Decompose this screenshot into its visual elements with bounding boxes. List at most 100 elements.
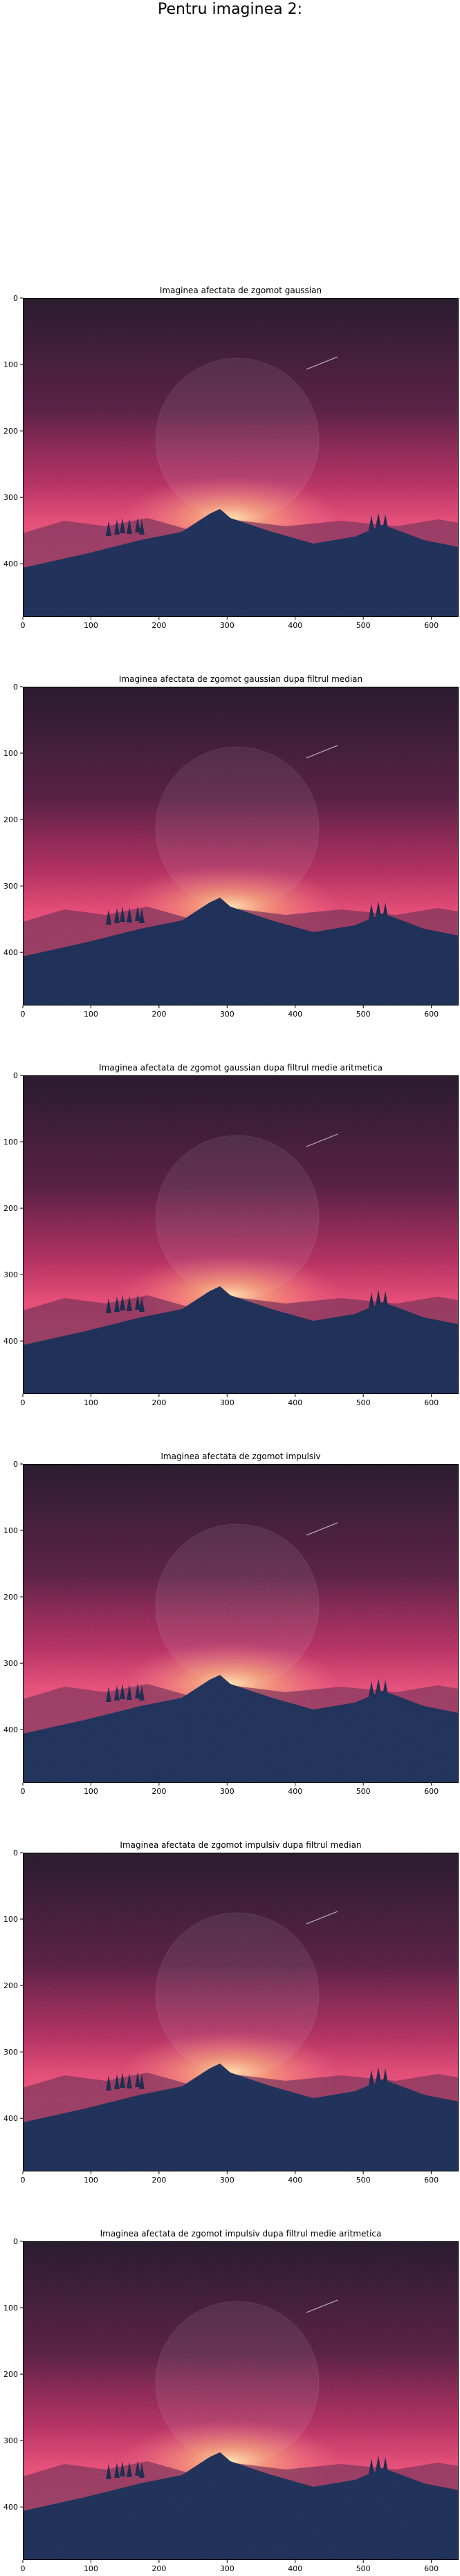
x-tick-label: 0 xyxy=(21,1398,26,1407)
y-tick-label: 300 xyxy=(3,493,18,502)
x-tick-label: 400 xyxy=(288,1398,302,1407)
image-svg: 0 100 200 300 400 500 600 0 100 200 300 400 xyxy=(3,1460,459,1796)
image-content xyxy=(23,298,459,617)
x-tick-label: 300 xyxy=(220,621,234,630)
x-tick-label: 300 xyxy=(220,1787,234,1796)
x-tick-label: 100 xyxy=(84,1398,98,1407)
x-tick-label: 600 xyxy=(424,1787,439,1796)
panel-title: Imaginea afectata de zgomot gaussian dup… xyxy=(99,1063,383,1073)
x-tick-label: 100 xyxy=(84,1010,98,1019)
y-tick-label: 0 xyxy=(13,2237,18,2246)
x-tick-label: 0 xyxy=(21,2564,26,2573)
figure-suptitle: Pentru imaginea 2: xyxy=(157,1,303,18)
image-svg: 0 100 200 300 400 500 600 0 100 200 300 400 xyxy=(3,683,459,1019)
image-content xyxy=(23,687,459,1006)
x-tick-label: 400 xyxy=(288,621,302,630)
x-tick-label: 500 xyxy=(356,2564,371,2573)
y-tick-label: 200 xyxy=(3,2370,18,2379)
x-tick-label: 400 xyxy=(288,2176,302,2185)
image-svg: 0 100 200 300 400 500 600 0 100 200 300 400 xyxy=(3,294,459,630)
x-tick-label: 300 xyxy=(220,1010,234,1019)
x-tick-label: 300 xyxy=(220,2176,234,2185)
y-tick-label: 400 xyxy=(3,2503,18,2512)
x-tick-label: 100 xyxy=(84,2564,98,2573)
x-tick-label: 200 xyxy=(151,2176,166,2185)
y-tick-label: 400 xyxy=(3,948,18,957)
panel-title: Imaginea afectata de zgomot gaussian xyxy=(159,286,322,295)
y-tick-label: 200 xyxy=(3,1593,18,1602)
image-axes: 0 100 200 300 400 500 600 0 100 200 300 400 xyxy=(3,1848,459,2185)
axes-frame xyxy=(23,687,459,1006)
y-tick-label: 100 xyxy=(3,1526,18,1535)
x-tick-label: 600 xyxy=(424,621,439,630)
y-tick-label: 100 xyxy=(3,2304,18,2313)
x-tick-label: 600 xyxy=(424,1010,439,1019)
x-tick-label: 200 xyxy=(151,621,166,630)
y-tick-label: 100 xyxy=(3,360,18,369)
y-tick-label: 0 xyxy=(13,1460,18,1469)
x-tick-label: 100 xyxy=(84,2176,98,2185)
image-svg: 0 100 200 300 400 500 600 0 100 200 300 400 xyxy=(3,2237,459,2573)
x-tick-label: 400 xyxy=(288,1787,302,1796)
y-tick-label: 400 xyxy=(3,2114,18,2123)
image-content xyxy=(23,2241,459,2560)
x-tick-label: 600 xyxy=(424,2176,439,2185)
axes-frame xyxy=(23,1853,459,2171)
axes-frame xyxy=(23,2241,459,2560)
x-tick-label: 0 xyxy=(21,621,26,630)
y-tick-label: 100 xyxy=(3,1138,18,1147)
y-tick-label: 100 xyxy=(3,749,18,758)
image-content xyxy=(23,1464,459,1783)
y-tick-label: 400 xyxy=(3,1725,18,1734)
y-tick-label: 200 xyxy=(3,427,18,436)
axes-frame xyxy=(23,1464,459,1783)
x-tick-label: 500 xyxy=(356,621,371,630)
y-tick-label: 200 xyxy=(3,815,18,824)
y-tick-label: 400 xyxy=(3,1337,18,1346)
x-tick-label: 500 xyxy=(356,2176,371,2185)
x-tick-label: 100 xyxy=(84,621,98,630)
y-tick-label: 200 xyxy=(3,1204,18,1213)
x-tick-label: 500 xyxy=(356,1010,371,1019)
x-tick-label: 500 xyxy=(356,1787,371,1796)
image-content xyxy=(23,1075,459,1394)
y-tick-label: 300 xyxy=(3,1270,18,1279)
x-tick-label: 200 xyxy=(151,1010,166,1019)
axes-frame xyxy=(23,1075,459,1394)
y-tick-label: 0 xyxy=(13,1071,18,1080)
x-tick-label: 200 xyxy=(151,1787,166,1796)
image-axes: 0 100 200 300 400 500 600 0 100 200 300 400 xyxy=(3,683,459,1019)
y-tick-label: 400 xyxy=(3,559,18,568)
y-tick-label: 300 xyxy=(3,1659,18,1668)
x-tick-label: 400 xyxy=(288,2564,302,2573)
panel-title: Imaginea afectata de zgomot gaussian dup… xyxy=(118,674,363,684)
panel-title: Imaginea afectata de zgomot impulsiv dup… xyxy=(120,1840,362,1850)
y-tick-label: 200 xyxy=(3,1981,18,1990)
panel-title: Imaginea afectata de zgomot impulsiv dup… xyxy=(100,2229,382,2239)
image-axes: 0 100 200 300 400 500 600 0 100 200 300 400 xyxy=(3,1071,459,1407)
x-tick-label: 0 xyxy=(21,1010,26,1019)
x-tick-label: 100 xyxy=(84,1787,98,1796)
x-tick-label: 0 xyxy=(21,2176,26,2185)
image-axes: 0 100 200 300 400 500 600 0 100 200 300 400 xyxy=(3,1460,459,1796)
x-tick-label: 600 xyxy=(424,1398,439,1407)
panel-title: Imaginea afectata de zgomot impulsiv xyxy=(160,1452,321,1461)
y-tick-label: 0 xyxy=(13,1848,18,1857)
y-tick-label: 0 xyxy=(13,683,18,692)
image-content xyxy=(23,1853,459,2171)
image-axes: 0 100 200 300 400 500 600 0 100 200 300 400 xyxy=(3,294,459,630)
y-tick-label: 0 xyxy=(13,294,18,303)
y-tick-label: 300 xyxy=(3,882,18,891)
image-axes: 0 100 200 300 400 500 600 0 100 200 300 400 xyxy=(3,2237,459,2573)
x-tick-label: 200 xyxy=(151,2564,166,2573)
y-tick-label: 300 xyxy=(3,2048,18,2057)
image-svg: 0 100 200 300 400 500 600 0 100 200 300 400 xyxy=(3,1071,459,1407)
x-tick-label: 400 xyxy=(288,1010,302,1019)
x-tick-label: 600 xyxy=(424,2564,439,2573)
image-svg: 0 100 200 300 400 500 600 0 100 200 300 400 xyxy=(3,1848,459,2185)
x-tick-label: 0 xyxy=(21,1787,26,1796)
x-tick-label: 200 xyxy=(151,1398,166,1407)
y-tick-label: 300 xyxy=(3,2436,18,2445)
y-tick-label: 100 xyxy=(3,1915,18,1924)
x-tick-label: 500 xyxy=(356,1398,371,1407)
